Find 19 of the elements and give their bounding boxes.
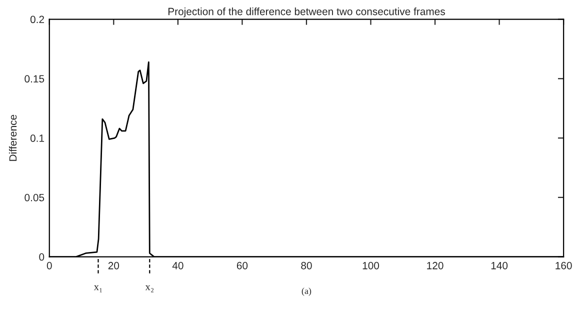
x-tick-label: 80 <box>301 262 312 270</box>
x-tick-label: 120 <box>427 262 444 270</box>
x-tick-label: 140 <box>491 262 508 270</box>
x-tick-label: 160 <box>556 262 572 270</box>
x-tick-label: 0 <box>46 262 52 270</box>
x-tick-label: 60 <box>236 262 248 270</box>
y-tick-label: 0.05 <box>24 194 44 202</box>
y-tick-label: 0.2 <box>30 16 44 24</box>
y-tick-label: 0.15 <box>24 75 44 83</box>
y-axis-title: Difference <box>8 114 17 161</box>
y-tick-label: 0 <box>39 253 44 261</box>
x-tick-label: 20 <box>108 262 120 270</box>
ref-line-label: x₁ <box>94 285 102 292</box>
x-tick-label: 40 <box>172 262 184 270</box>
x-tick-label: 100 <box>362 262 380 270</box>
chart-title: Projection of the difference between two consecutive frames <box>168 8 445 18</box>
text: (a) <box>302 288 312 296</box>
y-tick-label: 0.1 <box>30 134 44 142</box>
ref-line-label: x₂ <box>145 285 154 292</box>
